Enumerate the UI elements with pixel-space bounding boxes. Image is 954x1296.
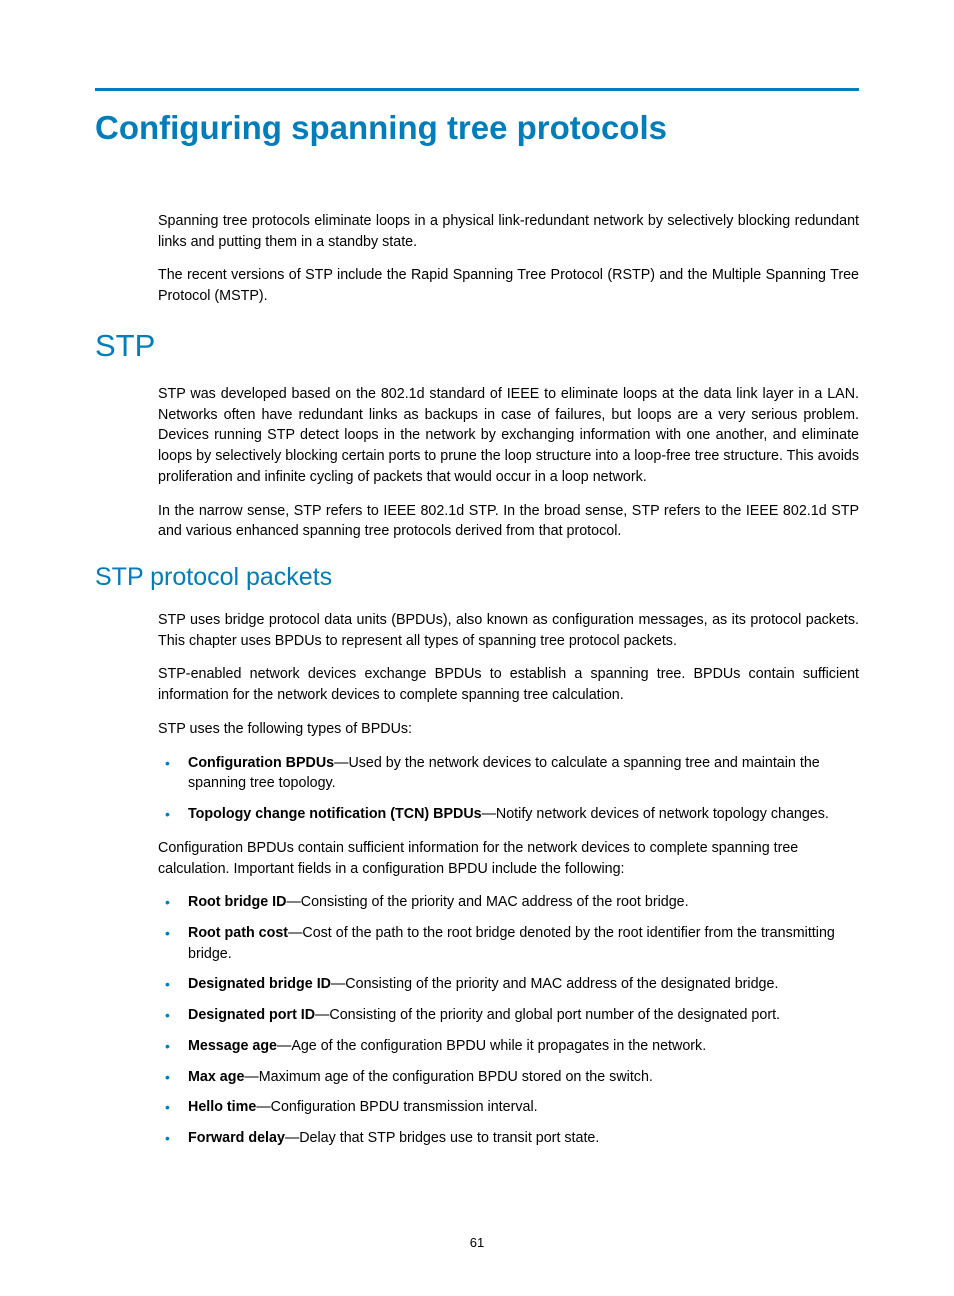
term-rest: —Age of the configuration BPDU while it … [277, 1038, 706, 1054]
stp-p1: STP was developed based on the 802.1d st… [158, 384, 859, 488]
term: Root path cost [188, 925, 288, 941]
intro-block: Spanning tree protocols eliminate loops … [158, 211, 859, 307]
term: Designated port ID [188, 1007, 315, 1023]
packets-block: STP uses bridge protocol data units (BPD… [158, 610, 859, 1149]
intro-p1: Spanning tree protocols eliminate loops … [158, 211, 859, 252]
packets-p3: STP uses the following types of BPDUs: [158, 719, 859, 740]
packets-p2: STP-enabled network devices exchange BPD… [158, 664, 859, 705]
term: Configuration BPDUs [188, 755, 334, 771]
list-item: Designated bridge ID—Consisting of the p… [158, 974, 859, 995]
term: Root bridge ID [188, 894, 286, 910]
term: Max age [188, 1069, 244, 1085]
term-rest: —Consisting of the priority and MAC addr… [331, 976, 778, 992]
packets-p4: Configuration BPDUs contain sufficient i… [158, 838, 859, 879]
page-title: Configuring spanning tree protocols [95, 109, 859, 147]
list-item: Topology change notification (TCN) BPDUs… [158, 804, 859, 825]
stp-block: STP was developed based on the 802.1d st… [158, 384, 859, 542]
term-rest: —Consisting of the priority and global p… [315, 1007, 780, 1023]
term: Message age [188, 1038, 277, 1054]
term-rest: —Delay that STP bridges use to transit p… [285, 1130, 599, 1146]
intro-p2: The recent versions of STP include the R… [158, 265, 859, 306]
list-item: Configuration BPDUs—Used by the network … [158, 753, 859, 794]
term: Hello time [188, 1099, 256, 1115]
bpdu-types-list: Configuration BPDUs—Used by the network … [158, 753, 859, 825]
list-item: Forward delay—Delay that STP bridges use… [158, 1128, 859, 1149]
term-rest: —Maximum age of the configuration BPDU s… [244, 1069, 652, 1085]
stp-p2: In the narrow sense, STP refers to IEEE … [158, 501, 859, 542]
term-rest: —Consisting of the priority and MAC addr… [286, 894, 688, 910]
packets-p1: STP uses bridge protocol data units (BPD… [158, 610, 859, 651]
subsection-packets-heading: STP protocol packets [95, 562, 859, 592]
top-rule [95, 88, 859, 91]
section-stp-heading: STP [95, 327, 859, 364]
term-rest: —Configuration BPDU transmission interva… [256, 1099, 537, 1115]
term-rest: —Notify network devices of network topol… [482, 806, 829, 822]
term: Forward delay [188, 1130, 285, 1146]
page-number: 61 [0, 1235, 954, 1250]
bpdu-fields-list: Root bridge ID—Consisting of the priorit… [158, 892, 859, 1148]
list-item: Root bridge ID—Consisting of the priorit… [158, 892, 859, 913]
list-item: Message age—Age of the configuration BPD… [158, 1036, 859, 1057]
list-item: Designated port ID—Consisting of the pri… [158, 1005, 859, 1026]
term: Topology change notification (TCN) BPDUs [188, 806, 482, 822]
list-item: Root path cost—Cost of the path to the r… [158, 923, 859, 964]
list-item: Hello time—Configuration BPDU transmissi… [158, 1097, 859, 1118]
term: Designated bridge ID [188, 976, 331, 992]
list-item: Max age—Maximum age of the configuration… [158, 1067, 859, 1088]
